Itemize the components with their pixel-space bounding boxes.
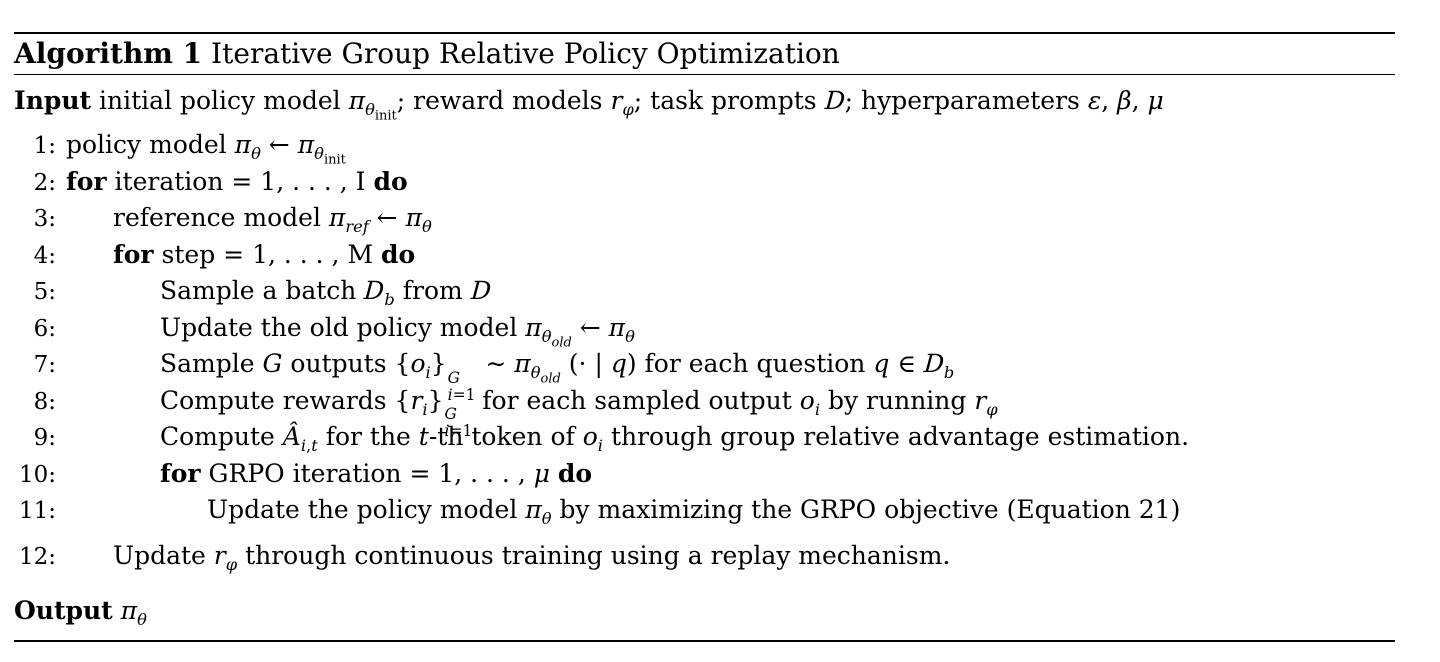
line-number: 6: (33, 315, 56, 342)
line-content: Compute Âi,t for the t-th token of oi th… (160, 422, 1190, 455)
algo-line: 11: Update the policy model πθ by maximiz… (14, 492, 1395, 529)
line-content: reference model πref ← πθ (113, 203, 432, 236)
algo-line: 12: Update rφ through continuous training… (14, 538, 1395, 575)
line-number: 1: (33, 133, 56, 159)
line-content: Update the policy model πθ by maximizing… (207, 495, 1181, 528)
line-content: Update the old policy model πθold ← πθ (160, 312, 635, 350)
line-number: 7: (33, 352, 56, 378)
line-number: 4: (33, 242, 56, 269)
line-content: for GRPO iteration = 1, . . . , μ do (160, 458, 593, 488)
line-content: for step = 1, . . . , M do (113, 239, 416, 269)
algorithm-box: Algorithm 1 Iterative Group Relative Pol… (14, 32, 1395, 642)
line-content: for iteration = 1, . . . , I do (66, 166, 408, 196)
algo-line: 2: for iteration = 1, . . . , I do (14, 164, 1395, 201)
algorithm-title: Algorithm 1 Iterative Group Relative Pol… (14, 34, 1395, 74)
algo-line: 6: Update the old policy model πθold ← πθ (14, 310, 1395, 350)
line-content: Update rφ through continuous training us… (113, 540, 951, 574)
line-number: 3: (33, 206, 56, 232)
line-number: 10: (18, 461, 56, 488)
top-rule (14, 32, 1395, 34)
line-number: 5: (33, 279, 56, 305)
algo-line: 5: Sample a batch Db from D (14, 273, 1395, 310)
algorithm-title-text: Iterative Group Relative Policy Optimiza… (202, 37, 840, 70)
algo-line: 4: for step = 1, . . . , M do (14, 237, 1395, 274)
algo-line: 9: Compute Âi,t for the t-th token of oi … (14, 419, 1395, 456)
algorithm-body: 1: policy model πθ ← πθinit 2: for iteratio… (14, 127, 1395, 574)
line-content: Sample a batch Db from D (160, 276, 492, 309)
algo-line: 3: reference model πref ← πθ (14, 200, 1395, 237)
algo-line: 1: policy model πθ ← πθinit (14, 127, 1395, 168)
line-number: 9: (33, 425, 56, 451)
line-content: policy model πθ ← πθinit (66, 130, 346, 168)
line-number: 11: (18, 498, 56, 524)
bottom-rule (14, 640, 1395, 642)
algorithm-title-label: Algorithm 1 (14, 37, 203, 70)
line-number: 12: (18, 543, 56, 570)
input-line: Input initial policy model πθinit; rewar… (14, 86, 1164, 124)
line-number: 2: (33, 169, 56, 196)
line-number: 8: (33, 388, 56, 415)
algo-line: 10: for GRPO iteration = 1, . . . , μ do (14, 456, 1395, 493)
header-rule (14, 74, 1395, 75)
output-line: Output πθ (14, 596, 147, 629)
